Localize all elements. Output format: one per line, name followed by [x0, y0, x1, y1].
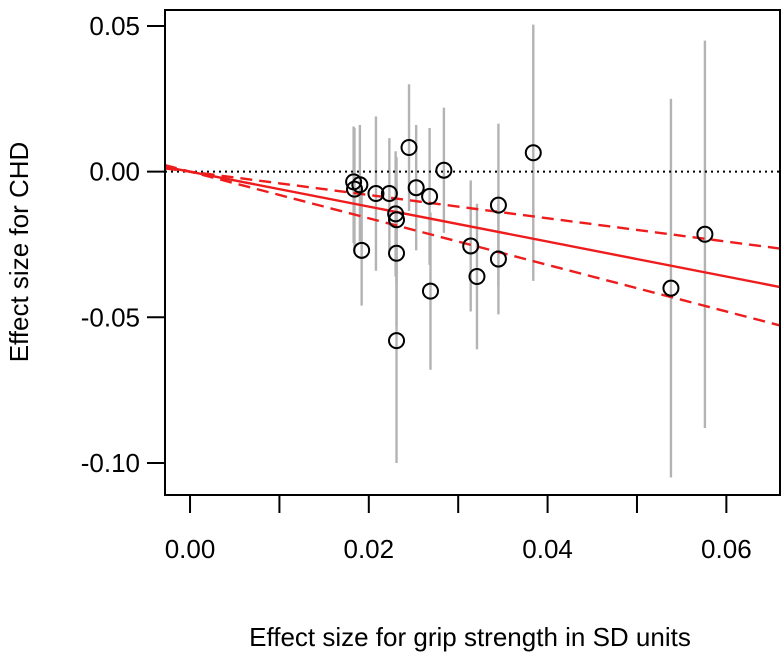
data-point-8: [388, 244, 406, 262]
data-point-6: [387, 205, 405, 223]
x-tick-label-6: 0.06: [701, 534, 752, 564]
data-point-9: [388, 332, 406, 350]
data-point-3: [353, 241, 371, 259]
data-point-11: [407, 179, 425, 197]
data-point-14: [435, 161, 453, 179]
y-axis: 0.05 0.00 -0.05 -0.10: [81, 11, 165, 478]
data-point-10: [400, 138, 418, 156]
regression-lines: [164, 163, 781, 327]
data-point-15: [462, 237, 480, 255]
data-point-12: [421, 187, 439, 205]
data-point-19: [524, 144, 542, 162]
ci-line-1: [164, 163, 781, 327]
data-point-13: [421, 282, 439, 300]
data-point-17: [489, 196, 507, 214]
data-point-7: [388, 211, 406, 229]
data-point-21: [696, 225, 714, 243]
data-point-20: [662, 279, 680, 297]
y-tick-label-0: 0.05: [89, 11, 140, 41]
plot-frame: [164, 9, 781, 496]
y-tick-label-3: -0.10: [81, 448, 140, 478]
y-tick-label-2: -0.05: [81, 302, 140, 332]
data-points: [345, 138, 714, 350]
x-tick-label-2: 0.02: [344, 534, 395, 564]
data-point-4: [367, 185, 385, 203]
data-point-5: [380, 185, 398, 203]
error-bars: [352, 24, 707, 478]
ci-line-0: [164, 167, 781, 250]
data-point-1: [346, 180, 364, 198]
fit-line: [164, 165, 781, 289]
x-tick-label-0: 0.00: [165, 534, 216, 564]
x-axis-title: Effect size for grip strength in SD unit…: [249, 622, 691, 652]
x-tick-label-4: 0.04: [522, 534, 573, 564]
data-point-18: [489, 250, 507, 268]
data-point-16: [468, 268, 486, 286]
y-tick-label-1: 0.00: [89, 157, 140, 187]
x-axis: 0.00 0.02 0.04 0.06: [165, 495, 752, 564]
y-axis-title: Effect size for CHD: [4, 142, 34, 363]
data-point-2: [351, 176, 369, 194]
